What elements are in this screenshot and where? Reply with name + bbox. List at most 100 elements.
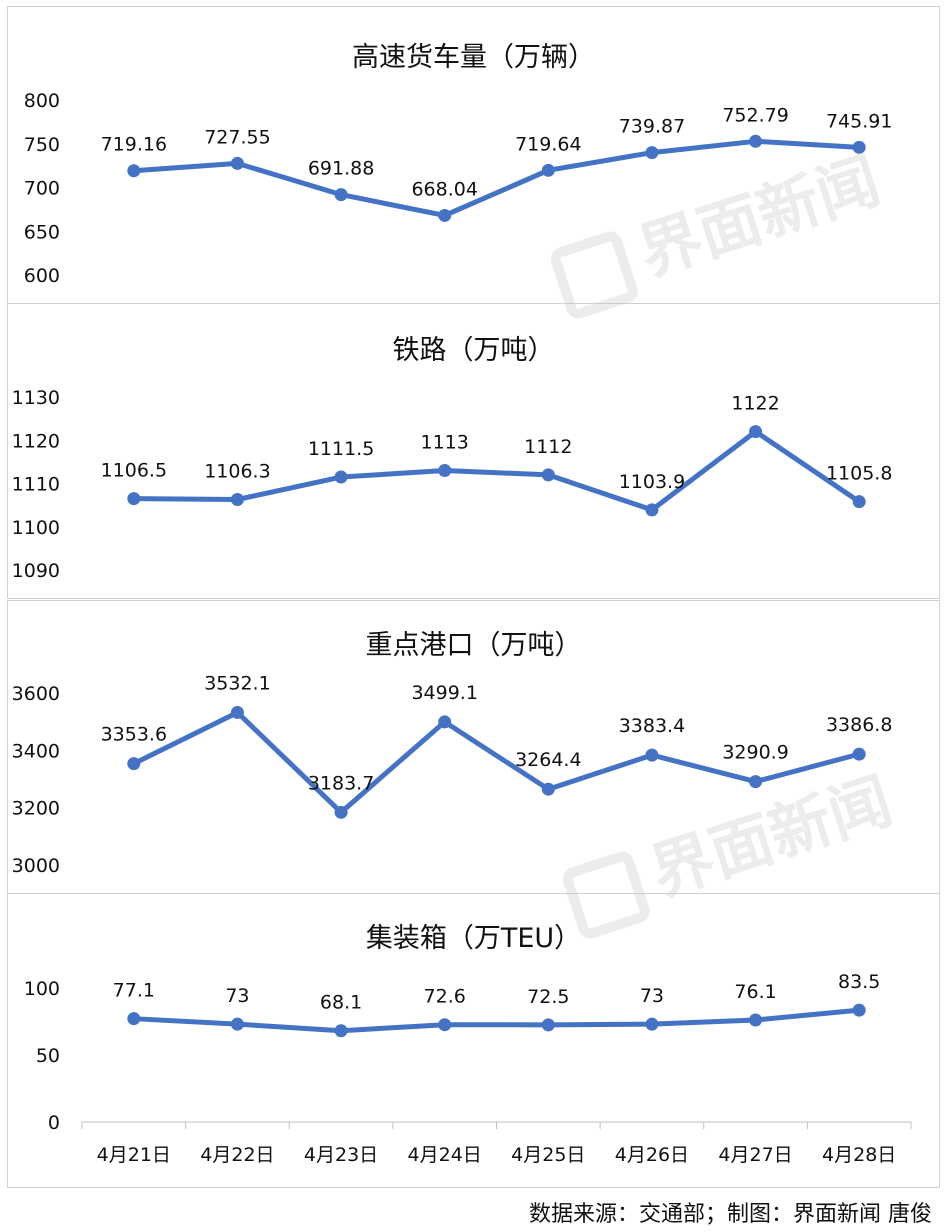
data-label: 3353.6 [101,724,167,746]
data-point [334,805,348,819]
data-label: 1111.5 [308,438,374,460]
data-label: 691.88 [308,158,374,180]
data-label: 1113 [421,432,469,454]
data-label: 1105.8 [826,463,892,485]
source-note: 数据来源：交通部；制图：界面新闻 唐俊 [529,1202,932,1227]
data-point [749,1013,763,1027]
data-label: 83.5 [838,971,880,993]
y-tick-label: 3200 [12,798,60,820]
data-point [645,503,659,517]
data-point [541,1018,555,1032]
y-tick-label: 3400 [12,740,60,762]
data-label: 3383.4 [619,715,685,737]
data-label: 1103.9 [619,471,685,493]
x-tick-label: 4月25日 [511,1144,585,1166]
data-label: 745.91 [826,110,892,132]
data-label: 73 [640,985,664,1007]
data-point [645,748,659,762]
x-tick-label: 4月28日 [822,1144,896,1166]
y-tick-label: 0 [48,1112,60,1134]
data-point [334,188,348,202]
data-label: 752.79 [722,104,788,126]
data-label: 727.55 [204,126,270,148]
data-point [230,493,244,507]
data-label: 1112 [524,436,572,458]
data-point [230,705,244,719]
series-line [131,429,862,513]
data-point [852,747,866,761]
data-point [749,425,763,439]
chart-title: 铁路（万吨） [392,335,555,366]
data-point [541,468,555,482]
data-label: 719.16 [101,134,167,156]
chart-panel-railway: 铁路（万吨） 1130 1120 1110 1100 1090 1106.5 1106.3 1… [7,303,940,599]
x-tick-label: 4月23日 [304,1144,378,1166]
data-label: 3183.7 [308,772,374,794]
chart-panel-ports: 重点港口（万吨） 3600 3400 3200 3000 3353.6 3532.1 318… [7,600,940,894]
data-point [749,134,763,148]
x-tick-label: 4月22日 [200,1144,274,1166]
chart-panel-trucks: 高速货车量（万辆） 800 750 700 650 600 719.16 727.55 691… [7,6,940,304]
data-point [645,1017,659,1031]
data-point [645,146,659,160]
chart-svg: 100 50 0 4月21日 4月22日 4月23日 4月24日 4月25日 4月26日 4月27… [24,971,912,1166]
data-label: 3264.4 [515,749,581,771]
y-tick-label: 1100 [12,517,60,539]
x-tick-label: 4月21日 [97,1144,171,1166]
data-label: 1106.5 [101,460,167,482]
chart-svg: 1130 1120 1110 1100 1090 1106.5 1106.3 1111.5 11… [12,387,893,582]
data-point [438,715,452,729]
data-label: 668.04 [411,178,477,200]
data-label: 739.87 [619,116,685,138]
data-point [438,464,452,478]
data-label: 1106.3 [204,461,270,483]
series-line [131,1007,862,1034]
x-tick-label: 4月27日 [718,1144,792,1166]
data-point [438,1018,452,1032]
data-label: 72.5 [527,986,569,1008]
data-point [541,163,555,177]
data-point [438,208,452,222]
data-point [541,782,555,796]
data-point [852,140,866,154]
chart-svg: 3600 3400 3200 3000 3353.6 3532.1 3183.7 3499.1… [12,672,893,877]
y-tick-label: 800 [24,90,60,112]
data-point [334,470,348,484]
y-tick-label: 600 [24,265,60,287]
data-label: 3499.1 [411,682,477,704]
data-point [127,757,141,771]
chart-title: 高速货车量（万辆） [352,42,595,73]
chart-panel-containers: 集装箱（万TEU） 100 50 0 4月21日 4月22日 4月23日 4月24日 4月25… [7,893,940,1188]
y-tick-label: 750 [24,134,60,156]
data-label: 76.1 [734,981,776,1003]
y-tick-label: 3600 [12,683,60,705]
data-point [127,492,141,506]
data-label: 719.64 [515,133,581,155]
data-label: 72.6 [424,986,466,1008]
data-point [127,1012,141,1026]
data-label: 3532.1 [204,672,270,694]
y-tick-label: 1130 [12,387,60,409]
data-label: 68.1 [320,992,362,1014]
y-tick-label: 50 [36,1045,60,1067]
data-label: 3386.8 [826,714,892,736]
y-tick-label: 1110 [12,474,60,496]
y-tick-label: 700 [24,178,60,200]
y-tick-label: 1120 [12,430,60,452]
data-point [127,164,141,178]
x-tick-label: 4月26日 [615,1144,689,1166]
chart-title: 重点港口（万吨） [365,630,582,661]
x-tick-label: 4月24日 [408,1144,482,1166]
data-point [749,775,763,789]
data-point [852,1003,866,1017]
data-label: 3290.9 [722,742,788,764]
data-point [230,1017,244,1031]
data-label: 1122 [731,393,779,415]
data-point [230,156,244,170]
data-point [852,495,866,509]
chart-title: 集装箱（万TEU） [365,923,582,954]
data-label: 77.1 [113,980,155,1002]
y-tick-label: 1090 [12,560,60,582]
y-tick-label: 650 [24,221,60,243]
chart-svg: 800 750 700 650 600 719.16 727.55 691.88 668.04 7… [24,90,893,287]
